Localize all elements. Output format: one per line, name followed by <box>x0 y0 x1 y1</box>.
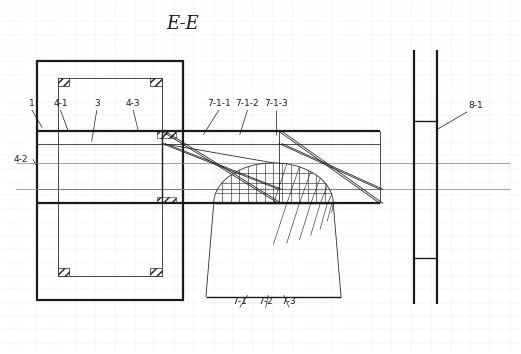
Text: 4-1: 4-1 <box>53 99 68 108</box>
Bar <box>157 131 176 137</box>
Text: 1: 1 <box>29 99 35 108</box>
Text: 7-1-1: 7-1-1 <box>207 99 231 108</box>
Bar <box>58 78 69 86</box>
Bar <box>37 61 182 301</box>
Text: 7-3: 7-3 <box>282 297 296 306</box>
Text: 3: 3 <box>94 99 100 108</box>
Text: 4-2: 4-2 <box>14 155 28 164</box>
Text: E-E: E-E <box>166 15 199 33</box>
Text: 8-1: 8-1 <box>468 101 483 110</box>
Text: 7-1-3: 7-1-3 <box>264 99 288 108</box>
Text: 4-3: 4-3 <box>126 99 141 108</box>
Text: 7-1-2: 7-1-2 <box>235 99 259 108</box>
Bar <box>157 197 176 204</box>
Bar <box>151 268 162 276</box>
Bar <box>151 78 162 86</box>
Text: 7-2: 7-2 <box>258 297 273 306</box>
Text: 7-1: 7-1 <box>232 297 247 306</box>
Bar <box>58 78 162 276</box>
Bar <box>58 268 69 276</box>
